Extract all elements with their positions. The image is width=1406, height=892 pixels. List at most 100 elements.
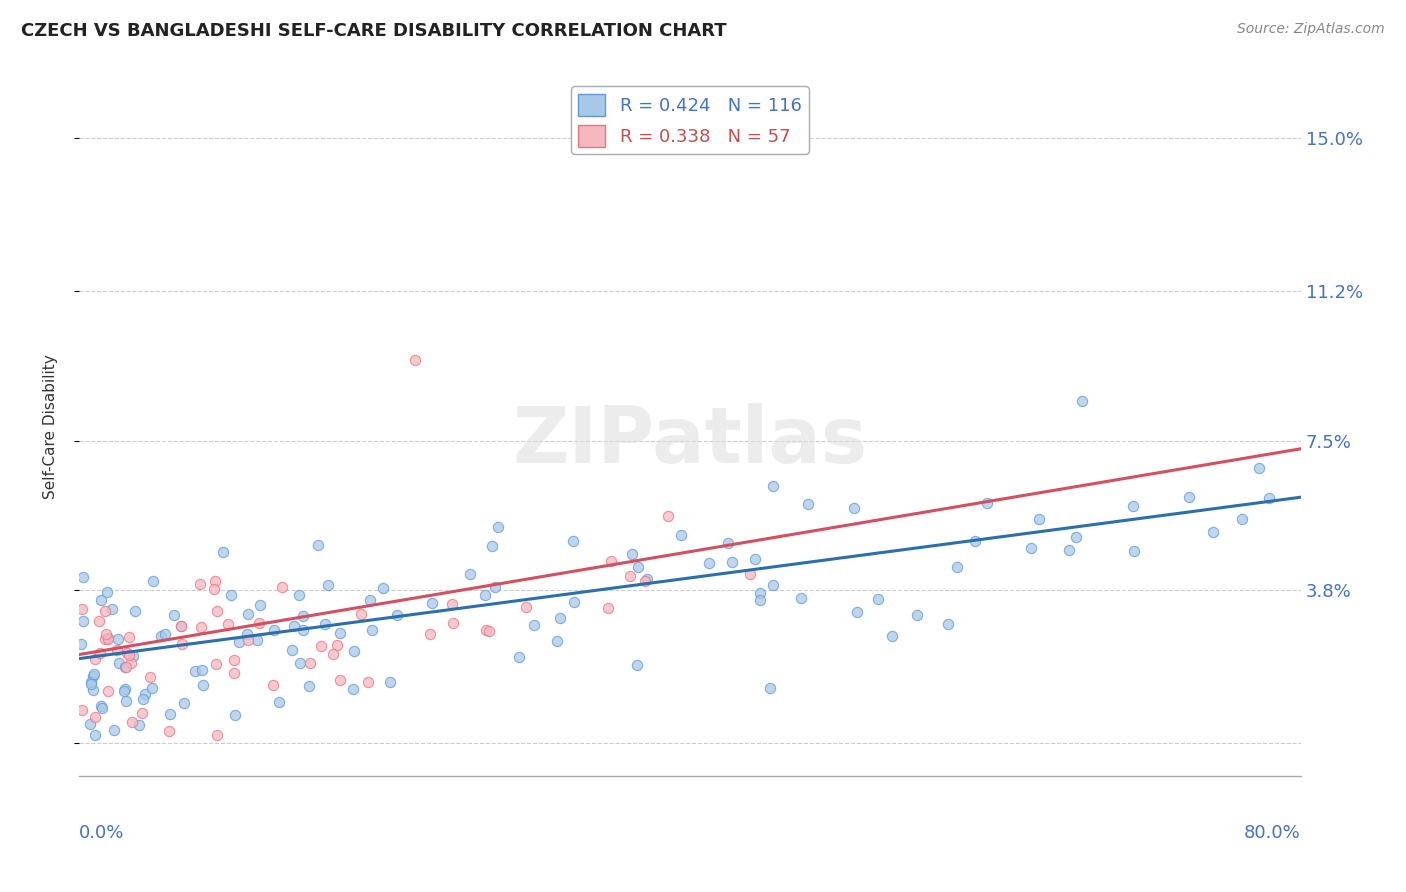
Point	[458, 566, 481, 581]
Point	[758, 681, 780, 695]
Point	[170, 619, 193, 633]
Point	[946, 559, 969, 574]
Point	[245, 632, 267, 647]
Point	[562, 595, 585, 609]
Point	[89, 646, 111, 660]
Point	[263, 623, 285, 637]
Point	[627, 560, 650, 574]
Point	[105, 643, 128, 657]
Point	[118, 648, 141, 663]
Point	[235, 627, 257, 641]
Point	[441, 616, 464, 631]
Point	[115, 647, 138, 661]
Point	[1247, 461, 1270, 475]
Point	[190, 619, 212, 633]
Point	[905, 608, 928, 623]
Point	[291, 609, 314, 624]
Point	[288, 588, 311, 602]
Point	[1202, 524, 1225, 539]
Point	[600, 554, 623, 568]
Point	[866, 591, 889, 606]
Point	[107, 632, 129, 646]
Point	[191, 664, 214, 678]
Text: Source: ZipAtlas.com: Source: ZipAtlas.com	[1237, 22, 1385, 37]
Point	[371, 581, 394, 595]
Point	[271, 580, 294, 594]
Point	[298, 657, 321, 671]
Point	[1257, 491, 1279, 505]
Point	[131, 706, 153, 720]
Point	[79, 717, 101, 731]
Point	[361, 623, 384, 637]
Point	[142, 574, 165, 588]
Point	[762, 479, 785, 493]
Point	[422, 596, 444, 610]
Point	[97, 684, 120, 698]
Point	[976, 496, 998, 510]
Text: CZECH VS BANGLADESHI SELF-CARE DISABILITY CORRELATION CHART: CZECH VS BANGLADESHI SELF-CARE DISABILIT…	[21, 22, 727, 40]
Point	[122, 648, 145, 663]
Point	[1122, 500, 1144, 514]
Point	[115, 660, 138, 674]
Point	[82, 683, 104, 698]
Point	[80, 676, 103, 690]
Point	[82, 669, 104, 683]
Point	[749, 593, 772, 607]
Point	[219, 589, 242, 603]
Point	[247, 615, 270, 630]
Point	[96, 585, 118, 599]
Point	[441, 597, 464, 611]
Point	[124, 604, 146, 618]
Point	[797, 497, 820, 511]
Point	[486, 519, 509, 533]
Point	[342, 644, 364, 658]
Point	[94, 603, 117, 617]
Point	[70, 601, 93, 615]
Point	[748, 586, 770, 600]
Point	[83, 652, 105, 666]
Point	[159, 706, 181, 721]
Point	[880, 629, 903, 643]
Point	[716, 535, 738, 549]
Y-axis label: Self-Care Disability: Self-Care Disability	[44, 354, 58, 499]
Point	[211, 545, 233, 559]
Point	[744, 552, 766, 566]
Point	[96, 631, 118, 645]
Point	[217, 617, 239, 632]
Point	[626, 658, 648, 673]
Point	[1123, 543, 1146, 558]
Point	[118, 631, 141, 645]
Point	[621, 547, 644, 561]
Point	[322, 648, 344, 662]
Point	[202, 582, 225, 597]
Point	[188, 577, 211, 591]
Point	[224, 707, 246, 722]
Point	[762, 578, 785, 592]
Point	[523, 617, 546, 632]
Point	[378, 675, 401, 690]
Point	[290, 656, 312, 670]
Point	[350, 607, 373, 622]
Point	[546, 634, 568, 648]
Point	[1057, 543, 1080, 558]
Point	[228, 634, 250, 648]
Point	[846, 605, 869, 619]
Point	[262, 677, 284, 691]
Point	[329, 625, 352, 640]
Point	[112, 684, 135, 698]
Point	[90, 593, 112, 607]
Point	[329, 673, 352, 687]
Point	[1019, 541, 1042, 556]
Point	[108, 656, 131, 670]
Point	[298, 679, 321, 693]
Point	[149, 629, 172, 643]
Point	[508, 650, 530, 665]
Point	[70, 703, 93, 717]
Point	[224, 653, 246, 667]
Point	[170, 619, 193, 633]
Point	[548, 611, 571, 625]
Point	[1064, 530, 1087, 544]
Point	[965, 533, 987, 548]
Point	[318, 578, 340, 592]
Point	[636, 572, 658, 586]
